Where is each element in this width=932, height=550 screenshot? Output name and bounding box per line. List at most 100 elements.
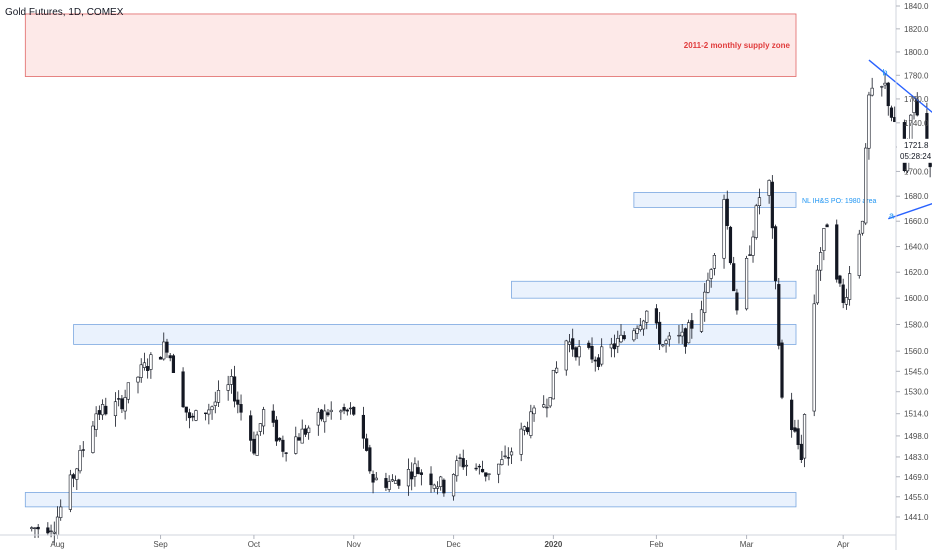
candle-body-73 <box>361 414 366 439</box>
candle-body-109 <box>522 426 526 431</box>
candle-body-145 <box>683 328 687 347</box>
y-tick-label-21: 1820.0 <box>904 25 929 34</box>
zone-1680-rect <box>633 192 797 208</box>
candle-body-165 <box>773 226 778 282</box>
candle-body-45 <box>233 376 237 402</box>
candle-body-151 <box>709 269 713 279</box>
candle-body-79 <box>387 481 391 490</box>
candle-body-51 <box>258 423 262 432</box>
candle-body-49 <box>252 438 256 454</box>
candle-body-129 <box>612 343 617 350</box>
candle-body-75 <box>368 447 372 472</box>
candle-body-54 <box>274 419 279 442</box>
candle-body-159 <box>748 254 752 256</box>
candle-body-5 <box>52 531 56 534</box>
candle-body-126 <box>596 357 601 367</box>
candle-body-82 <box>397 479 401 486</box>
candle-body-105 <box>503 455 507 458</box>
candle-body-60 <box>300 428 304 444</box>
candle-body-8 <box>68 474 72 510</box>
candle-body-108 <box>519 428 523 455</box>
x-axis[interactable]: AugSepOctNovDec2020FebMarAprMayJunJulAug <box>50 535 932 549</box>
y-axis[interactable]: 1441.0 1455.0 1469.0 1483.0 1498.0 1514.0 1530… <box>896 2 932 522</box>
candle-body-22 <box>126 382 130 400</box>
y-tick-label-10: 1600.0 <box>904 294 929 303</box>
candle-body-39 <box>207 409 211 415</box>
candle-body-169 <box>793 427 797 432</box>
y-tick-label-22: 1840.0 <box>904 2 929 11</box>
y-tick-label-18: 1760.0 <box>904 95 929 104</box>
y-tick-label-8: 1560.0 <box>904 347 929 356</box>
candle-body-180 <box>841 284 845 303</box>
candle-body-101 <box>484 472 488 477</box>
candle-body-23 <box>136 376 140 383</box>
y-tick-label-4: 1498.0 <box>904 432 929 441</box>
candle-body-27 <box>149 354 153 370</box>
candle-body-175 <box>819 252 823 271</box>
candle-body-28 <box>158 356 163 360</box>
candle-body-137 <box>645 310 649 323</box>
candle-body-134 <box>635 328 639 334</box>
candle-body-84 <box>410 471 414 480</box>
candle-body-106 <box>506 457 510 459</box>
candle-body-85 <box>413 463 417 477</box>
x-tick-label-2: Oct <box>248 540 261 549</box>
x-tick-label-0: Aug <box>50 540 64 549</box>
candle-body-123 <box>587 342 591 348</box>
candle-body-25 <box>142 362 147 368</box>
candle-body-172 <box>802 414 807 459</box>
candle-body-44 <box>229 376 233 385</box>
y-tick-label-3: 1483.0 <box>904 453 929 462</box>
candle-body-35 <box>187 412 192 419</box>
candle-body-41 <box>213 401 217 406</box>
candle-body-37 <box>194 410 198 421</box>
zone-1455-rect <box>24 492 797 508</box>
x-tick-label-3: Nov <box>347 540 361 549</box>
candle-body-43 <box>226 384 230 391</box>
candle-body-94 <box>455 460 459 477</box>
y-tick-label-6: 1530.0 <box>904 388 929 397</box>
candle-body-26 <box>146 366 150 371</box>
candle-body-141 <box>664 340 668 344</box>
resistance-line <box>868 59 932 114</box>
x-tick-label-1: Sep <box>153 540 168 549</box>
candle-body-132 <box>622 335 626 340</box>
candle-body-96 <box>461 458 465 468</box>
candle-body-17 <box>104 405 108 415</box>
candle-body-154 <box>725 198 729 226</box>
candle-body-93 <box>451 474 456 497</box>
candle-body-15 <box>97 410 101 415</box>
candle-body-136 <box>641 320 646 330</box>
candle-body-83 <box>406 469 411 487</box>
candle-body-30 <box>165 341 169 353</box>
candle-body-185 <box>864 147 868 224</box>
candle-body-98 <box>474 467 478 470</box>
x-tick-label-6: Feb <box>650 540 664 549</box>
candle-body-188 <box>880 86 884 88</box>
candle-body-4 <box>49 530 53 533</box>
candle-body-138 <box>654 308 659 324</box>
candle-body-97 <box>464 464 469 467</box>
candle-body-170 <box>796 428 800 445</box>
lines-layer <box>868 59 932 220</box>
candle-body-135 <box>638 325 642 330</box>
candle-body-176 <box>822 228 826 251</box>
candle-body-52 <box>261 409 266 427</box>
candle-body-67 <box>329 409 333 413</box>
candle-body-164 <box>770 181 774 229</box>
supply-zone-label: 2011-2 monthly supply zone <box>684 41 791 50</box>
candle-body-160 <box>751 236 755 256</box>
candle-body-117 <box>554 367 559 373</box>
candle-body-183 <box>857 233 861 276</box>
candle-body-187 <box>870 87 874 96</box>
y-tick-label-14: 1680.0 <box>904 192 929 201</box>
x-tick-label-8: Apr <box>837 540 850 549</box>
y-tick-label-19: 1780.0 <box>904 71 929 80</box>
candle-body-116 <box>551 369 555 400</box>
candle-body-16 <box>100 404 105 416</box>
candle-body-149 <box>703 291 707 313</box>
candle-body-92 <box>442 479 446 494</box>
candle-body-140 <box>661 344 665 347</box>
candle-body-157 <box>735 292 739 311</box>
